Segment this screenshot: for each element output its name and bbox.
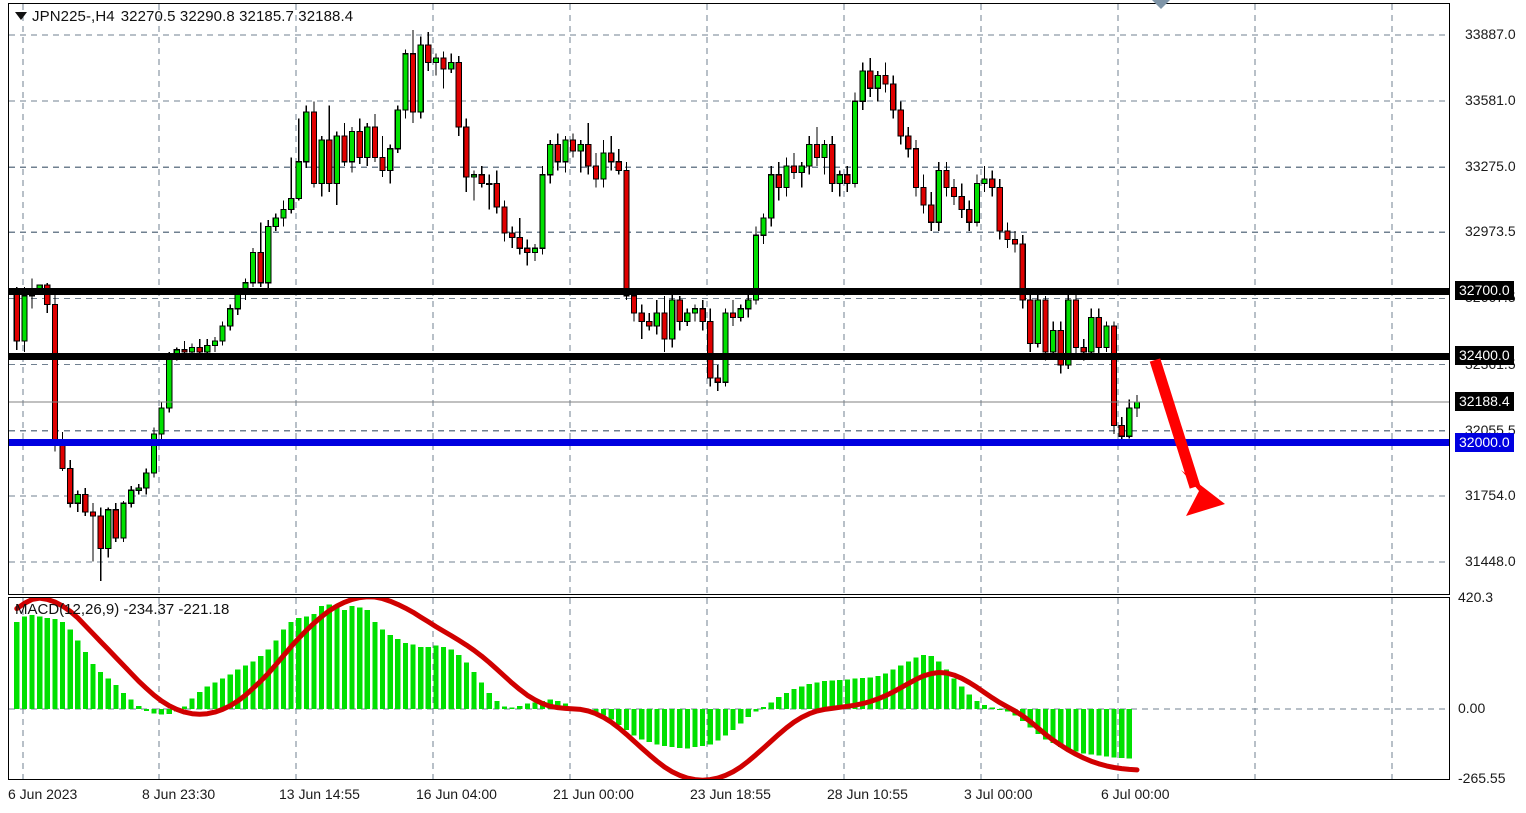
price-axis-tick: 31754.0 [1465,486,1516,503]
price-level-tag[interactable]: 32400.0 [1455,346,1514,366]
time-axis-tick: 8 Jun 23:30 [142,786,216,802]
macd-axis-tick: 0.00 [1458,699,1486,716]
price-axis-tick: 32973.5 [1465,223,1516,240]
ohlc-values-label: 32270.5 32290.8 32185.7 32188.4 [120,8,354,25]
time-axis-tick: 21 Jun 00:00 [553,786,634,802]
macd-axis-tick: -265.55 [1458,770,1506,786]
price-chart-panel[interactable]: JPN225-,H4 32270.5 32290.8 32185.7 32188.… [8,3,1450,595]
triangle-down-icon[interactable] [15,12,27,21]
price-axis-tick: 33581.0 [1465,92,1516,109]
macd-label: MACD(12,26,9) -234.37 -221.18 [15,601,230,618]
time-axis-tick: 23 Jun 18:55 [690,786,771,802]
price-level-tag[interactable]: 32700.0 [1455,281,1514,301]
chart-header: JPN225-,H4 32270.5 32290.8 32185.7 32188.… [15,8,353,25]
triangle-down-icon-marker[interactable] [1152,0,1170,9]
price-axis-tick: 33887.0 [1465,25,1516,42]
price-axis-tick: 33275.0 [1465,158,1516,175]
time-axis-tick: 16 Jun 04:00 [416,786,497,802]
time-axis-tick: 6 Jun 2023 [8,786,78,802]
price-axis-tick: 31448.0 [1465,553,1516,569]
price-plot-area[interactable] [9,4,1449,594]
time-axis-tick: 3 Jul 00:00 [964,786,1033,802]
price-level-tag[interactable]: 32000.0 [1455,432,1514,452]
macd-chart-svg [9,598,1449,779]
time-axis-tick: 28 Jun 10:55 [827,786,908,802]
down-arrow-annotation [1149,358,1225,516]
price-chart-svg [9,4,1449,594]
time-axis-tick: 13 Jun 14:55 [279,786,360,802]
macd-axis-tick: 420.3 [1458,589,1494,605]
macd-indicator-panel[interactable]: MACD(12,26,9) -234.37 -221.18 [8,597,1450,780]
symbol-timeframe-label: JPN225-,H4 [32,8,115,25]
time-axis-tick: 6 Jul 00:00 [1101,786,1170,802]
last-price-tag[interactable]: 32188.4 [1455,392,1514,411]
macd-plot-area[interactable] [9,598,1449,779]
